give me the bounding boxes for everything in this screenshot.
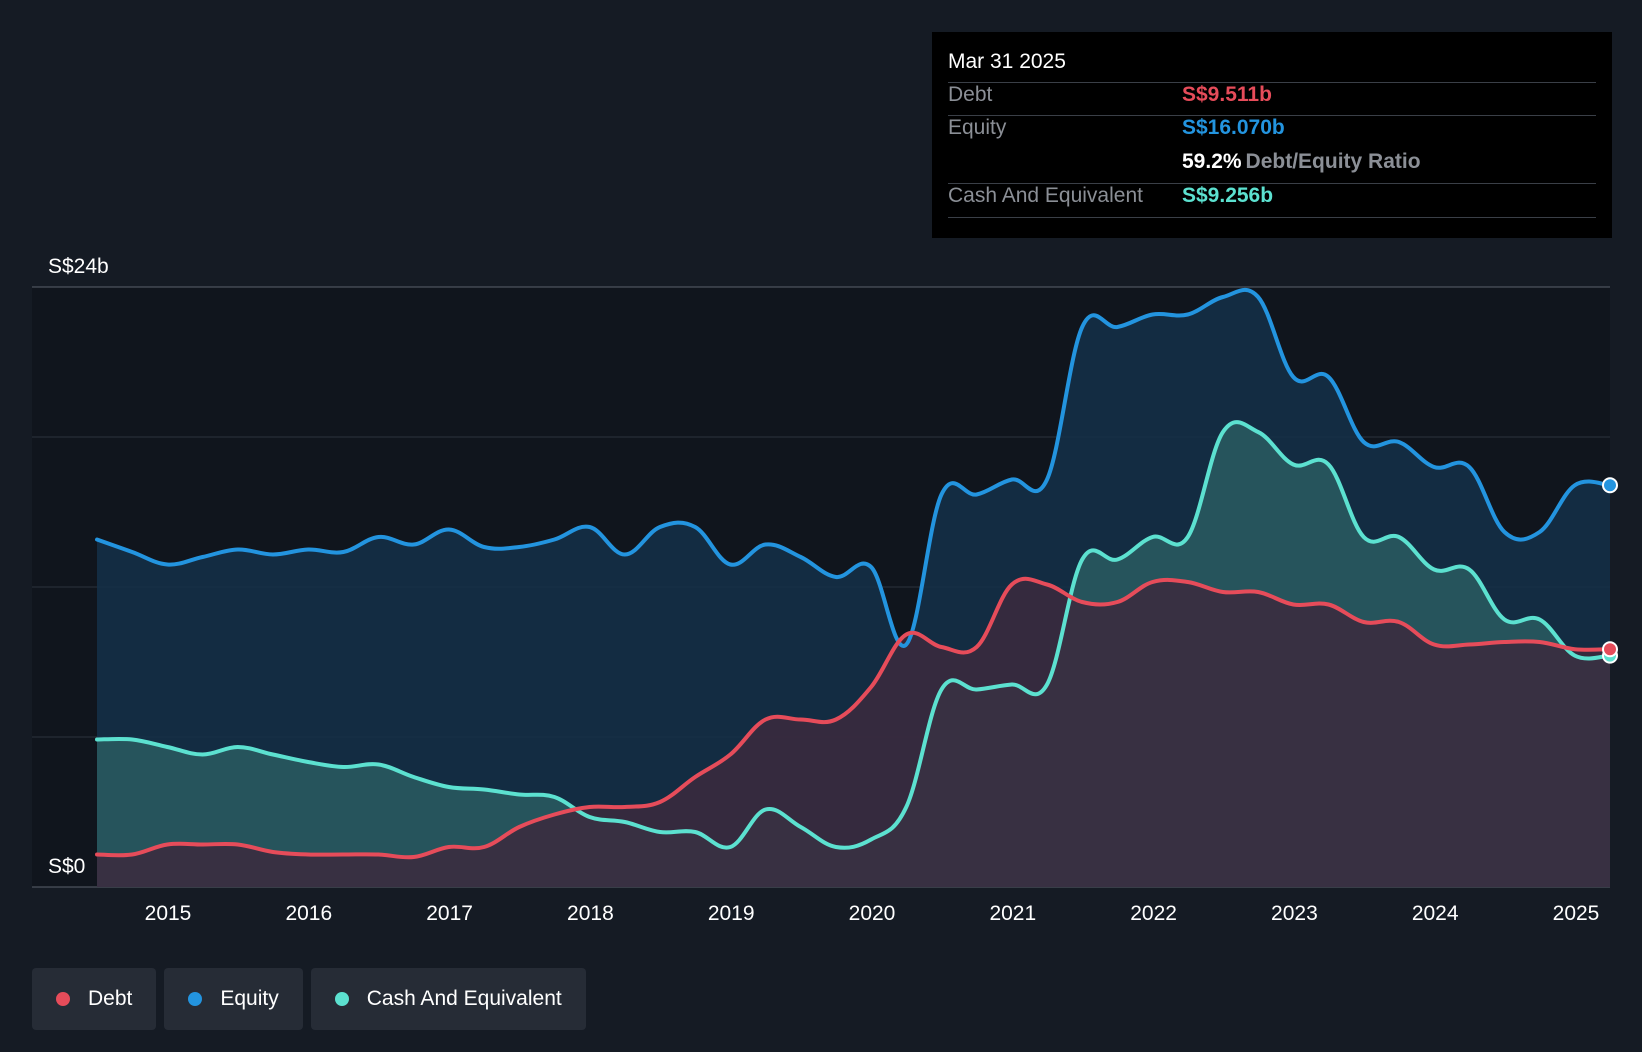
x-tick-label: 2024 [1412,902,1459,925]
end-markers [1602,477,1618,664]
tooltip-divider [948,115,1596,116]
x-tick-label: 2022 [1130,902,1177,925]
tooltip-cash-label: Cash And Equivalent [948,184,1143,207]
tooltip-divider [948,217,1596,218]
y-tick-label: S$0 [48,855,85,878]
legend-item-equity[interactable]: Equity [164,968,303,1030]
legend-item-debt[interactable]: Debt [32,968,157,1030]
debt-area [97,578,1610,887]
equity-end-marker [1602,477,1618,494]
tooltip-divider [948,82,1596,83]
x-tick-label: 2021 [989,902,1036,925]
y-tick-label: S$24b [48,255,109,278]
tooltip-date: Mar 31 2025 [948,50,1066,73]
cash-dot-icon [334,992,349,1006]
tooltip-divider [948,183,1596,184]
tooltip-debt-label: Debt [948,83,993,106]
debt-end-marker [1602,641,1618,658]
tooltip-equity-label: Equity [948,116,1007,139]
x-tick-label: 2018 [567,902,614,925]
x-tick-label: 2016 [285,902,332,925]
series-areas [97,289,1610,887]
x-tick-label: 2020 [849,902,896,925]
legend: Debt Equity Cash And Equivalent [32,968,586,1030]
cash-and-equivalent-line [95,420,1612,850]
legend-item-cash[interactable]: Cash And Equivalent [310,968,586,1030]
tooltip-ratio-value: 59.2% [1182,150,1242,173]
x-tick-label: 2023 [1271,902,1318,925]
tooltip-panel: Mar 31 2025 Debt S$9.511b Equity S$16.07… [932,32,1612,238]
series-lines [95,287,1612,860]
debt-dot-icon [56,992,70,1006]
tooltip-ratio: 59.2% Debt/Equity Ratio [1182,150,1421,174]
legend-label-equity: Equity [220,987,279,1010]
tooltip-debt-value: S$9.511b [1182,83,1272,106]
legend-label-cash: Cash And Equivalent [366,987,562,1010]
debt-line [95,576,1612,860]
x-tick-label: 2015 [145,902,192,925]
x-tick-label: 2019 [708,902,755,925]
y-axis-labels: S$24b S$0 [48,255,109,878]
x-tick-label: 2017 [426,902,473,925]
tooltip-equity-value: S$16.070b [1182,116,1285,139]
x-tick-label: 2025 [1553,902,1600,925]
equity-dot-icon [188,992,203,1006]
tooltip-cash-value: S$9.256b [1182,184,1274,207]
equity-line [95,287,1612,648]
x-axis-labels: 2015 2016 2017 2018 2019 2020 2021 2022 2023 2024… [145,902,1600,925]
tooltip-ratio-label: Debt/Equity Ratio [1245,150,1421,173]
legend-label-debt: Debt [88,987,133,1010]
